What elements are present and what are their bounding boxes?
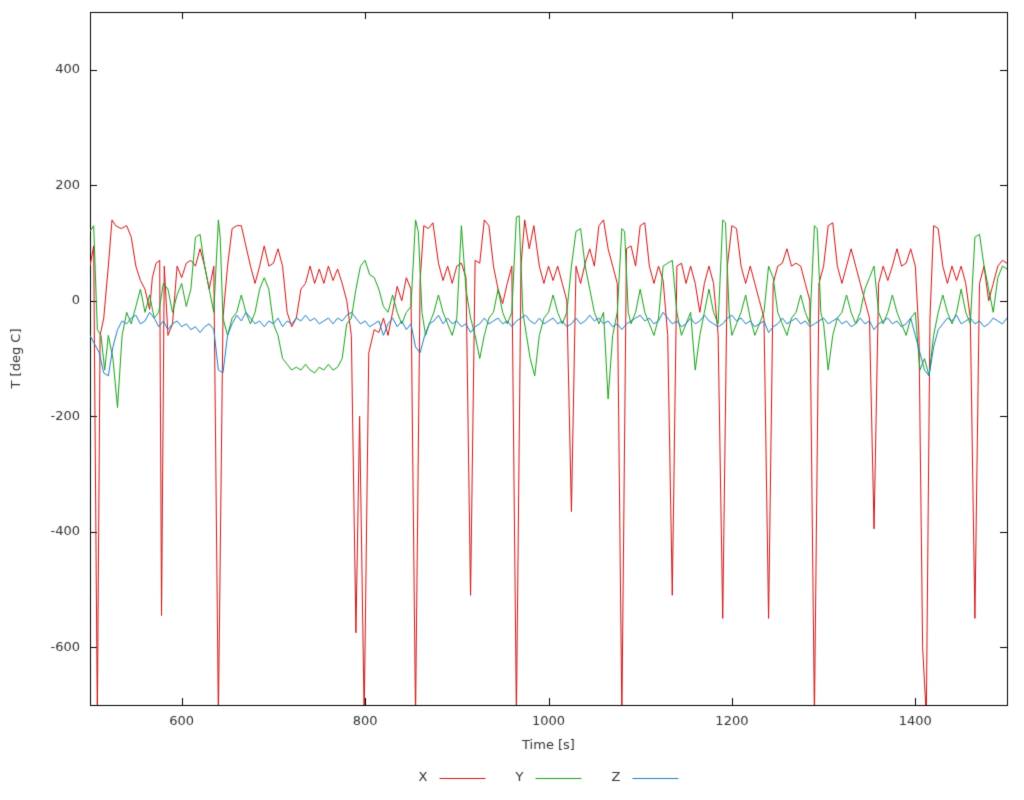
temperature-time-chart — [0, 0, 1024, 800]
chart-canvas — [0, 0, 1024, 800]
